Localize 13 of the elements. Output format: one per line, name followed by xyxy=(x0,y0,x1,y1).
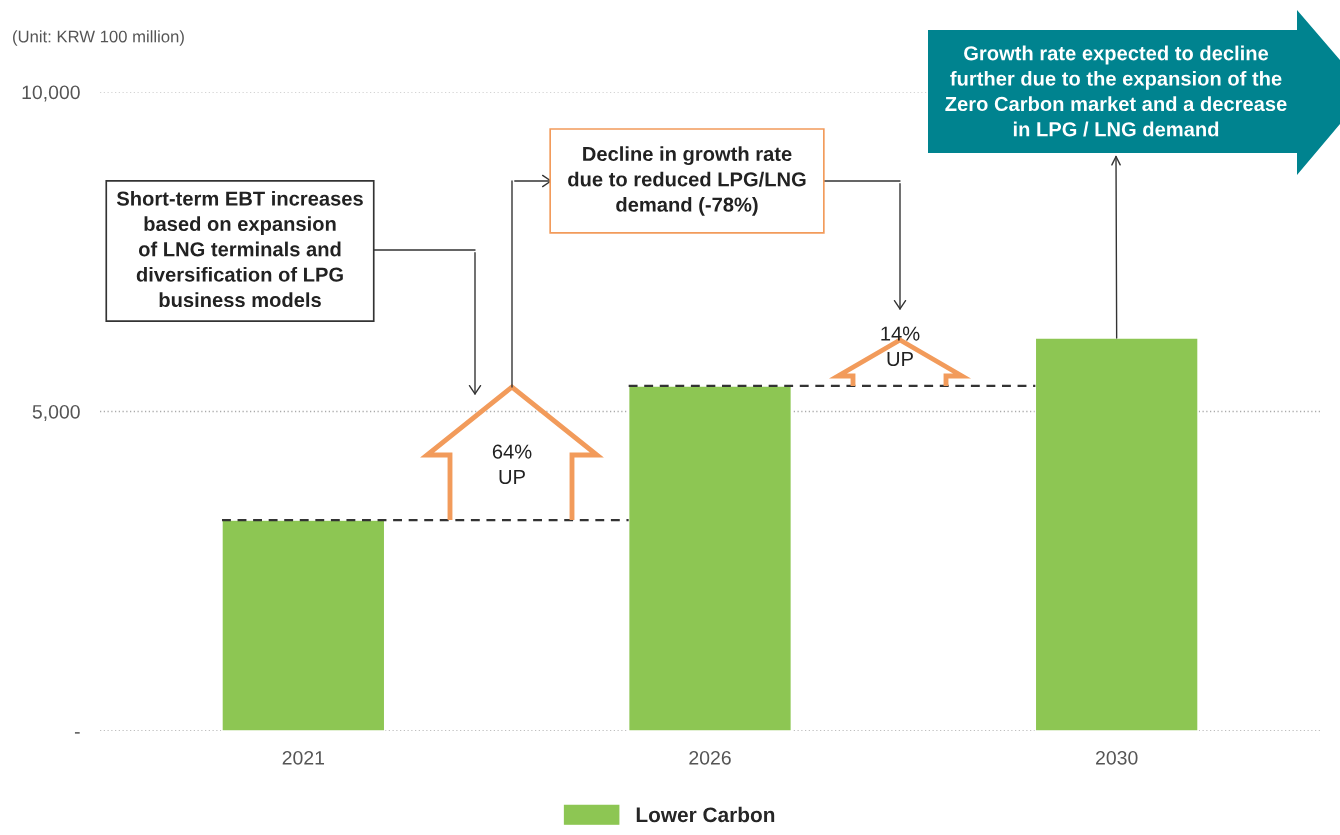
annotation: Decline in growth rate due to reduced LPG/LNG demand (-78%) xyxy=(568,146,806,216)
x-tick-label: 2026 xyxy=(689,750,731,765)
annotation: Growth rate expected to decline further due to the expansion of the Zero Carbon market and a decrease in LPG / LNG demand xyxy=(945,45,1287,137)
annotation: 14% UP xyxy=(881,326,920,367)
x-tick-label: 2030 xyxy=(1096,750,1138,765)
y-tick-label: 5,000 xyxy=(32,404,80,422)
y-tick-label: - xyxy=(74,732,80,734)
legend-label: Lower Carbon xyxy=(636,806,775,823)
annotation: 64% UP xyxy=(492,444,532,485)
x-tick-label: 2021 xyxy=(282,750,325,765)
y-tick-label: 10,000 xyxy=(22,85,80,102)
text: (Unit: KRW 100 million) xyxy=(13,30,184,46)
annotation: Short-term EBT increases based on expansion of LNG terminals and diversification of LPG business models xyxy=(116,190,363,308)
